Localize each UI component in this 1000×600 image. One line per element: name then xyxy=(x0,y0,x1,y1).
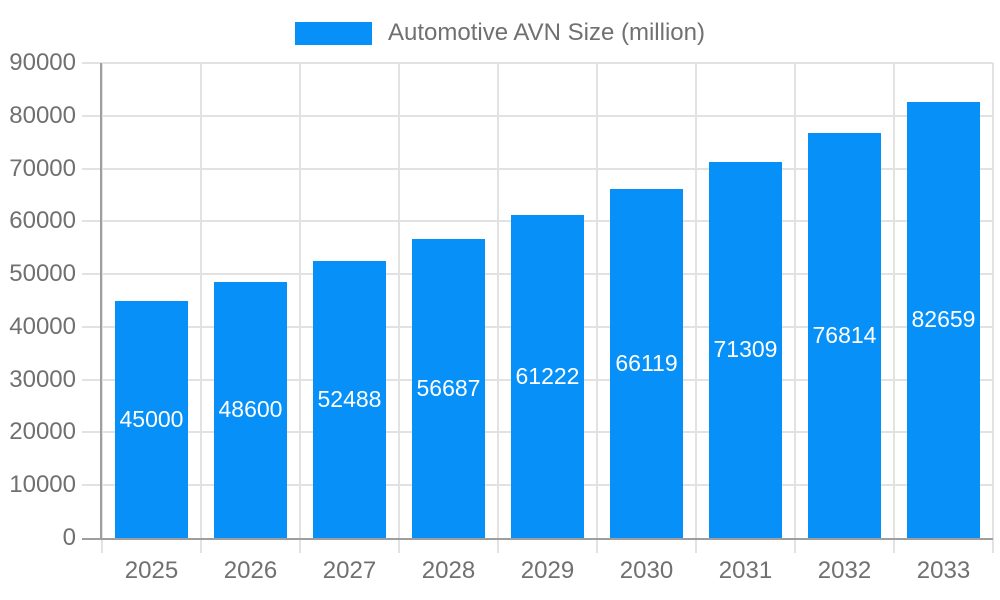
x-axis-line xyxy=(82,538,993,540)
bar-value-label: 82659 xyxy=(911,306,976,333)
bar-2031[interactable]: 71309 xyxy=(709,161,782,538)
gridline-vertical xyxy=(497,63,499,553)
y-tick-label: 80000 xyxy=(9,101,76,129)
x-tick-label: 2031 xyxy=(718,557,773,584)
y-tick-label: 90000 xyxy=(9,49,76,76)
bar-2026[interactable]: 48600 xyxy=(214,281,287,538)
bar-2028[interactable]: 56687 xyxy=(412,238,485,538)
x-tick-label: 2029 xyxy=(520,557,575,584)
bar-value-label: 48600 xyxy=(218,396,283,423)
bar-2025[interactable]: 45000 xyxy=(115,300,188,538)
x-tick-label: 2030 xyxy=(619,557,674,584)
gridline-vertical xyxy=(695,63,697,553)
x-tick-label: 2025 xyxy=(124,557,179,584)
bar-value-label: 56687 xyxy=(416,374,481,401)
bar-value-label: 71309 xyxy=(713,336,778,363)
bar-2030[interactable]: 66119 xyxy=(610,189,683,538)
bar-2029[interactable]: 61222 xyxy=(511,214,584,538)
bar-2033[interactable]: 82659 xyxy=(907,101,980,538)
x-tick-label: 2026 xyxy=(223,557,278,584)
y-tick-label: 40000 xyxy=(9,312,76,340)
gridline-vertical xyxy=(101,63,103,553)
y-tick-label: 50000 xyxy=(9,260,76,288)
bar-value-label: 66119 xyxy=(615,350,678,376)
bar-2027[interactable]: 52488 xyxy=(313,260,386,538)
bar-value-label: 61222 xyxy=(515,362,580,389)
x-tick-label: 2027 xyxy=(322,557,377,584)
legend-swatch-icon xyxy=(295,21,372,45)
legend-label: Automotive AVN Size (million) xyxy=(388,19,705,46)
gridline-horizontal xyxy=(82,62,993,64)
y-axis-line xyxy=(100,63,102,540)
gridline-horizontal xyxy=(82,114,993,117)
gridline-vertical xyxy=(992,63,994,553)
y-tick-label: 60000 xyxy=(9,207,76,235)
y-tick-label: 10000 xyxy=(9,471,76,499)
gridline-horizontal xyxy=(82,167,993,170)
gridline-vertical xyxy=(893,63,895,553)
gridline-vertical xyxy=(398,63,400,553)
gridline-vertical xyxy=(299,63,301,553)
gridline-vertical xyxy=(200,63,202,553)
bar-value-label: 45000 xyxy=(119,405,184,432)
x-tick-label: 2032 xyxy=(817,557,872,584)
chart-legend[interactable]: Automotive AVN Size (million) xyxy=(0,19,1000,47)
gridline-vertical xyxy=(596,63,598,553)
x-tick-label: 2033 xyxy=(916,557,971,584)
y-tick-label: 0 xyxy=(62,524,76,551)
x-tick-label: 2028 xyxy=(421,557,476,584)
bar-2032[interactable]: 76814 xyxy=(808,132,881,538)
y-tick-label: 70000 xyxy=(9,154,76,182)
bar-value-label: 76814 xyxy=(812,321,877,348)
gridline-vertical xyxy=(794,63,796,553)
y-tick-label: 20000 xyxy=(9,418,76,446)
y-tick-label: 30000 xyxy=(9,365,76,393)
bar-value-label: 52488 xyxy=(317,385,382,412)
